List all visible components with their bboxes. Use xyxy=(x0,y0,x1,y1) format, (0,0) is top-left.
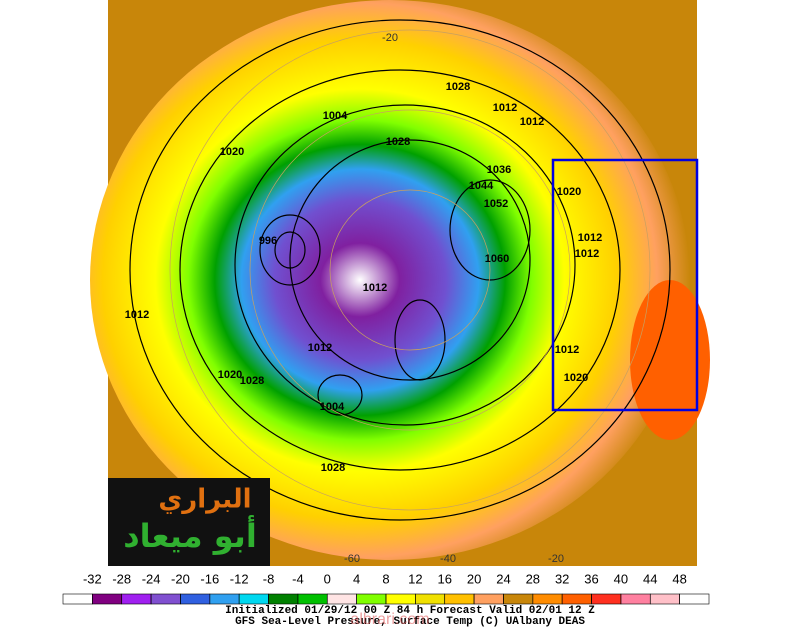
isobar-label: 1012 xyxy=(555,344,579,356)
isobar-label: 1028 xyxy=(386,136,410,148)
caption: GFS Sea-Level Pressure, Surface Temp (C)… xyxy=(235,616,585,628)
colorbar-tick-label: 24 xyxy=(496,571,510,586)
colorbar-cell xyxy=(532,593,563,605)
isobar-label: 1020 xyxy=(218,369,242,381)
colorbar-cell xyxy=(326,593,357,605)
colorbar-tick-label: 36 xyxy=(584,571,598,586)
isobar-label: 1012 xyxy=(125,309,149,321)
colorbar-cell xyxy=(473,593,504,605)
isobar-label: 1028 xyxy=(446,81,470,93)
colorbar-tick-label: 20 xyxy=(467,571,481,586)
logo-line: أبو ميعاد xyxy=(123,515,257,555)
isobar-label: 1012 xyxy=(493,102,517,114)
colorbar-tick-label: -32 xyxy=(83,571,102,586)
colorbar: -32 -28 -24 -20 -16 -12 -8 -4 0 4 8 12 16 20 24 28 32 36 4… xyxy=(62,571,710,605)
colorbar-tick-label: -20 xyxy=(171,571,190,586)
highlight-box xyxy=(551,158,699,412)
colorbar-cell xyxy=(620,593,651,605)
isobar-label: 1012 xyxy=(520,116,544,128)
colorbar-tick-label: 12 xyxy=(408,571,422,586)
colorbar-cell xyxy=(62,593,93,605)
colorbar-cell xyxy=(415,593,446,605)
colorbar-cell xyxy=(268,593,299,605)
colorbar-cell xyxy=(297,593,328,605)
colorbar-cell xyxy=(591,593,622,605)
colorbar-cell xyxy=(385,593,416,605)
graticule xyxy=(169,29,651,511)
isobar-label: 1012 xyxy=(363,282,387,294)
isobar-label: 996 xyxy=(259,235,277,247)
isobar-label: 1060 xyxy=(485,253,509,265)
colorbar-tick-label: 4 xyxy=(353,571,360,586)
colorbar-tick-label: -24 xyxy=(142,571,161,586)
logo-background xyxy=(108,478,270,566)
logo: البراري أبو ميعاد xyxy=(108,478,270,566)
colorbar-tick-label: -28 xyxy=(112,571,131,586)
colorbar-tick-label: -12 xyxy=(230,571,249,586)
isobar-label: 1004 xyxy=(323,110,348,122)
colorbar-tick-label: 44 xyxy=(643,571,657,586)
isobar-label: 1028 xyxy=(321,462,345,474)
colorbar-cell xyxy=(180,593,211,605)
isobar-label: 1036 xyxy=(487,164,511,176)
colorbar-cell xyxy=(444,593,475,605)
colorbar-cell xyxy=(503,593,534,605)
watermark: albrari.com xyxy=(350,611,429,628)
isobar-label: 1020 xyxy=(557,186,581,198)
colorbar-tick-label: 0 xyxy=(324,571,331,586)
colorbar-tick-label: 32 xyxy=(555,571,569,586)
isobar-label: 1012 xyxy=(578,232,602,244)
isobar-label: 1044 xyxy=(469,180,494,192)
lon-label: -60 xyxy=(344,553,360,565)
isobar-label: 1012 xyxy=(308,342,332,354)
isobar-label: 1052 xyxy=(484,198,508,210)
colorbar-tick-label: 28 xyxy=(526,571,540,586)
warm-region xyxy=(630,280,710,440)
colorbar-cell xyxy=(209,593,240,605)
colorbar-tick-label: 40 xyxy=(614,571,628,586)
colorbar-tick-label: -4 xyxy=(292,571,304,586)
colorbar-cell xyxy=(121,593,152,605)
colorbar-tick-label: -8 xyxy=(263,571,275,586)
logo-line: البراري xyxy=(158,485,251,515)
isobars xyxy=(129,19,671,521)
colorbar-tick-label: 16 xyxy=(437,571,451,586)
colorbar-cell xyxy=(561,593,592,605)
colorbar-tick-label: 8 xyxy=(382,571,389,586)
isobar-label: 1028 xyxy=(240,375,264,387)
caption: Initialized 01/29/12 00 Z 84 h Forecast … xyxy=(225,605,595,617)
colorbar-tick-label: -16 xyxy=(200,571,219,586)
lon-label: -20 xyxy=(548,553,564,565)
colorbar-cell xyxy=(679,593,710,605)
colorbar-cell xyxy=(649,593,680,605)
lon-label: -40 xyxy=(440,553,456,565)
lat-label: -20 xyxy=(382,32,398,44)
colorbar-cell xyxy=(92,593,123,605)
colorbar-cell xyxy=(150,593,181,605)
isobar-label: 1020 xyxy=(564,372,588,384)
isobar-label: 1020 xyxy=(220,146,244,158)
colorbar-tick-label: 48 xyxy=(672,571,686,586)
map: -20 -60 -40 -20 1028 1004 1012 1012 1020… xyxy=(90,0,710,566)
colorbar-cell xyxy=(238,593,269,605)
temperature-field xyxy=(90,0,690,560)
isobar-label: 1012 xyxy=(575,248,599,260)
colorbar-cell xyxy=(356,593,387,605)
isobar-label: 1004 xyxy=(320,401,345,413)
